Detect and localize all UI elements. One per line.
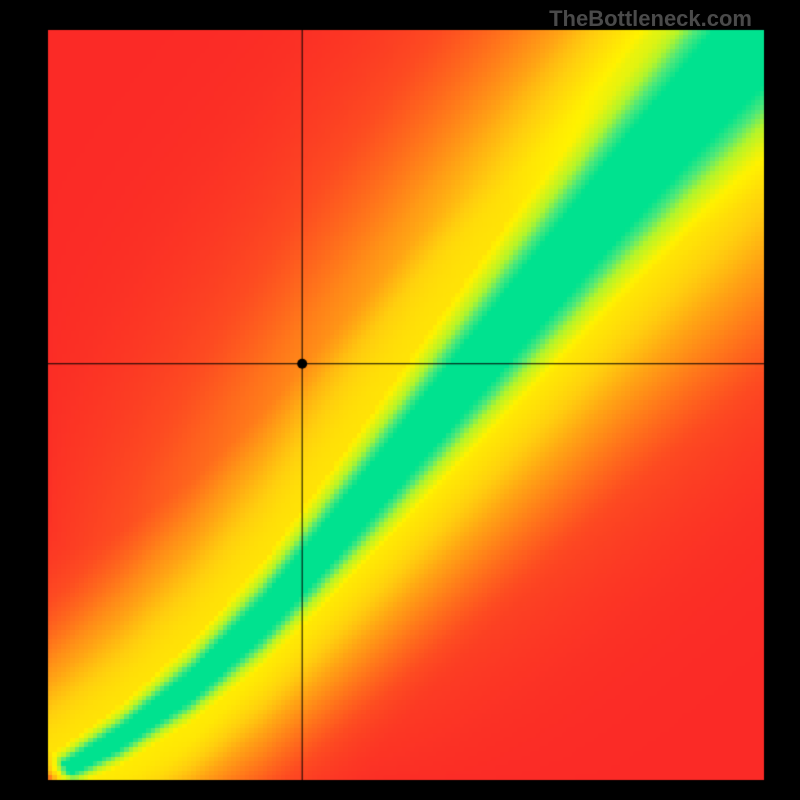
watermark-text: TheBottleneck.com bbox=[549, 6, 752, 32]
bottleneck-heatmap bbox=[0, 0, 800, 800]
chart-container: TheBottleneck.com bbox=[0, 0, 800, 800]
